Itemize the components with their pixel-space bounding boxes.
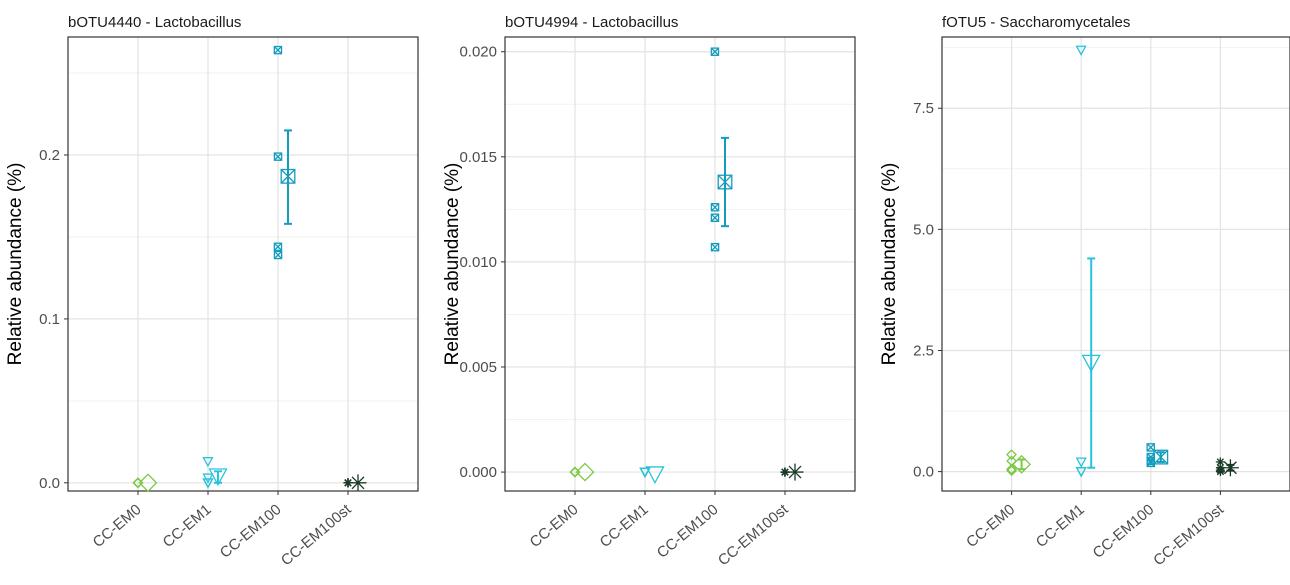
x-tick-label: CC-EM100st xyxy=(715,501,792,570)
y-tick-label: 0.000 xyxy=(459,464,497,481)
data-point xyxy=(273,152,283,161)
data-point xyxy=(639,467,651,478)
y-tick-label: 5.0 xyxy=(913,221,934,238)
data-point xyxy=(1075,45,1087,56)
plot-background xyxy=(505,37,855,491)
mean-point xyxy=(786,463,804,481)
data-point xyxy=(1075,457,1087,468)
data-point xyxy=(202,478,214,489)
mean-point xyxy=(1221,459,1239,477)
mean-point xyxy=(208,468,228,487)
data-point xyxy=(1006,463,1017,475)
panel-border xyxy=(941,36,1290,492)
data-point xyxy=(710,213,720,223)
y-tick-label: 0.015 xyxy=(459,149,497,166)
y-tick-label: 0.010 xyxy=(459,254,497,271)
mean-point xyxy=(1012,454,1032,474)
x-tick-label: CC-EM100st xyxy=(278,501,355,570)
x-tick-label: CC-EM100 xyxy=(654,501,722,562)
mean-point xyxy=(138,473,158,493)
data-point xyxy=(202,457,214,468)
data-point xyxy=(1215,467,1225,477)
plot-background xyxy=(68,37,418,491)
x-tick-label: CC-EM1 xyxy=(160,501,215,551)
data-point xyxy=(710,242,720,252)
panel-title: bOTU4440 - Lactobacillus xyxy=(68,14,241,31)
y-axis-title: Relative abundance (%) xyxy=(879,163,900,366)
error-bar xyxy=(214,470,222,484)
y-tick-label: 0.2 xyxy=(39,147,60,164)
panel-1: bOTU4440 - Lactobacillus 0.0 0.1 0.2 CC-EM0 C… xyxy=(5,14,419,570)
error-bar xyxy=(1017,458,1026,471)
data-point xyxy=(202,473,214,484)
data-point xyxy=(273,45,283,55)
x-tick-label: CC-EM0 xyxy=(90,501,145,551)
error-bar xyxy=(1087,257,1096,469)
data-point xyxy=(273,242,283,252)
mean-point xyxy=(717,174,733,190)
x-tick-label: CC-EM100 xyxy=(217,501,285,562)
data-point xyxy=(710,202,720,212)
panel-title: fOTU5 - Saccharomycetales xyxy=(942,14,1130,31)
x-tick-label: CC-EM0 xyxy=(963,501,1018,551)
y-tick-label: 0.0 xyxy=(913,464,934,481)
x-tick-label: CC-EM100 xyxy=(1090,501,1158,562)
data-point xyxy=(710,47,720,56)
y-tick-label: 0.005 xyxy=(459,359,497,376)
data-point xyxy=(1075,467,1087,478)
data-point xyxy=(273,250,283,260)
mean-point xyxy=(280,168,296,184)
data-point xyxy=(1146,443,1155,452)
panel-border xyxy=(67,36,419,492)
y-tick-label: 0.1 xyxy=(39,311,60,328)
panel-border xyxy=(504,36,856,492)
mean-point xyxy=(645,466,665,485)
y-tick-label: 0.020 xyxy=(459,44,497,61)
y-tick-label: 0.0 xyxy=(39,475,60,492)
y-tick-label: 2.5 xyxy=(913,342,934,359)
mean-point xyxy=(1081,354,1101,373)
mean-point xyxy=(349,474,367,492)
panel-3: fOTU5 - Saccharomycetales 0.0 2.5 5.0 7.5 CC-… xyxy=(879,14,1290,569)
panel-title: bOTU4994 - Lactobacillus xyxy=(505,14,678,31)
mean-point xyxy=(575,462,595,482)
plot-background xyxy=(942,37,1290,491)
x-tick-label: CC-EM0 xyxy=(527,501,582,551)
data-point xyxy=(1006,449,1017,461)
y-axis-title: Relative abundance (%) xyxy=(5,163,26,366)
y-tick-label: 7.5 xyxy=(913,100,934,117)
y-axis-title: Relative abundance (%) xyxy=(442,163,463,366)
x-tick-label: CC-EM1 xyxy=(1033,501,1088,551)
panel-2: bOTU4994 - Lactobacillus 0.000 0.005 0.010 0… xyxy=(442,14,856,570)
mean-point xyxy=(1153,449,1169,465)
data-point xyxy=(1006,465,1018,477)
x-tick-label: CC-EM100st xyxy=(1150,501,1227,570)
x-tick-label: CC-EM1 xyxy=(597,501,652,551)
